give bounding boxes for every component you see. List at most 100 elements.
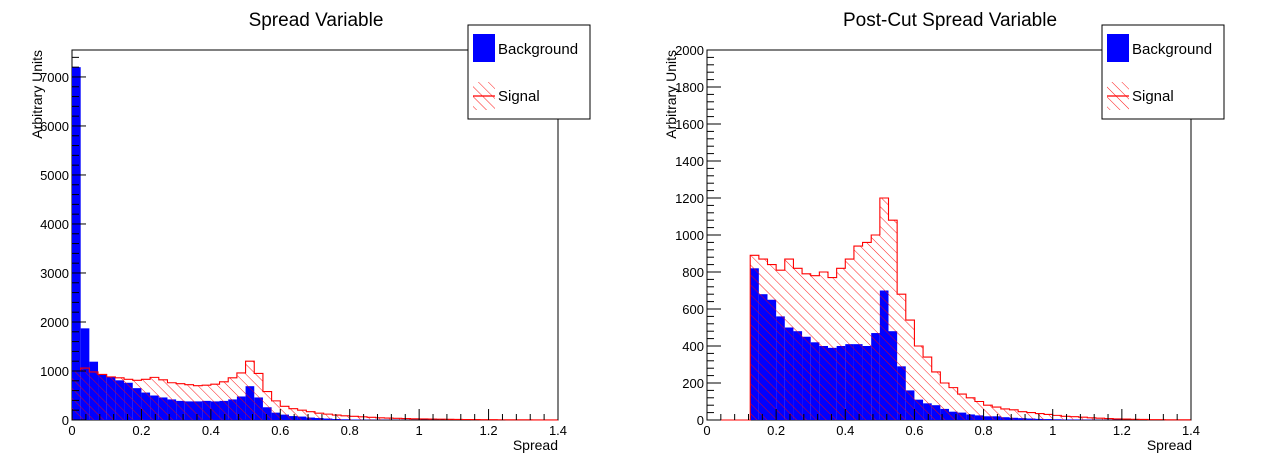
bar-signal (810, 275, 820, 420)
bar-signal (1018, 411, 1027, 420)
legend: Background Signal (1101, 24, 1225, 120)
bar-signal (323, 414, 333, 420)
bar-signal (176, 383, 185, 420)
bar-signal (923, 357, 932, 420)
bar-signal (1104, 418, 1114, 420)
x-tick-label: 1 (416, 423, 423, 438)
x-tick-label: 1 (1049, 423, 1056, 438)
bar-signal (193, 385, 203, 420)
bar-signal (767, 264, 777, 420)
bar-signal (332, 415, 342, 420)
bar-signal (836, 268, 846, 420)
bar-signal (89, 371, 99, 420)
x-axis-label: Spread (1147, 437, 1192, 453)
bar-signal (802, 273, 811, 420)
x-tick-label: 0.2 (132, 423, 150, 438)
bar-signal (983, 405, 993, 420)
legend-label-background: Background (1132, 41, 1212, 58)
y-tick-label: 6000 (40, 119, 69, 134)
bar-signal (384, 418, 394, 420)
legend-swatch-background (1107, 34, 1129, 62)
bar-signal (750, 255, 759, 420)
bar-signal (966, 397, 975, 420)
bar-signal (115, 377, 125, 420)
bar-signal (280, 406, 289, 420)
bar-signal (167, 382, 177, 420)
x-tick-label: 1.2 (1113, 423, 1131, 438)
y-tick-label: 0 (62, 413, 69, 428)
bar-signal (1061, 416, 1070, 420)
bar-signal (132, 380, 142, 420)
y-tick-label: 2000 (40, 315, 69, 330)
bar-signal (1095, 418, 1105, 420)
bar-signal (819, 272, 828, 420)
y-tick-label: 1200 (675, 191, 704, 206)
x-tick-label: 0.4 (836, 423, 854, 438)
bar-signal (1000, 408, 1010, 420)
y-tick-label: 400 (682, 339, 704, 354)
bar-signal (793, 268, 803, 420)
bar-signal (879, 198, 889, 420)
legend-label-signal: Signal (498, 88, 540, 105)
bar-signal (992, 407, 1001, 420)
bar-signal (758, 259, 768, 420)
bar-signal (393, 418, 402, 420)
y-tick-label: 4000 (40, 217, 69, 232)
bar-signal (845, 259, 854, 420)
y-tick-label: 1800 (675, 80, 704, 95)
legend-swatch-background (473, 34, 495, 62)
bar-signal (236, 372, 246, 420)
legend-label-background: Background (498, 41, 578, 58)
bar-signal (1070, 416, 1079, 420)
bar-signal (288, 408, 298, 420)
bar-signal (72, 370, 81, 420)
plot-area: 0 0.2 0.4 0.6 0.8 1 1.2 1.4 0 1000 2000 3000 4000 500… (40, 49, 567, 438)
y-tick-label: 1600 (675, 117, 704, 132)
bar-signal (202, 385, 211, 420)
signal-outline (707, 197, 1191, 421)
bar-signal (219, 381, 229, 420)
x-tick-label: 0 (703, 423, 710, 438)
x-tick-label: 0.8 (341, 423, 359, 438)
x-tick-label: 0.4 (202, 423, 220, 438)
panel-post-cut-spread-variable: Post-Cut Spread Variable 0 0.2 0.4 0.6 0.8 1 1… (663, 10, 1225, 453)
bar-signal (401, 418, 411, 420)
bar-signal (375, 417, 385, 420)
bar-signal (897, 294, 906, 420)
bar-signal (297, 410, 307, 420)
x-tick-label: 0.2 (767, 423, 785, 438)
y-tick-label: 600 (682, 302, 704, 317)
bar-signal (367, 417, 376, 420)
bar-signal (905, 320, 915, 420)
x-tick-label: 0 (68, 423, 75, 438)
bar-signal (341, 415, 350, 420)
bar-signal (1035, 413, 1045, 420)
bar-signal (271, 400, 281, 420)
bar-signal (349, 416, 359, 420)
bar-signal (262, 391, 272, 420)
y-tick-label: 800 (682, 265, 704, 280)
bar-signal (184, 384, 194, 420)
bar-signal (98, 374, 107, 420)
plot-area: 0 0.2 0.4 0.6 0.8 1 1.2 1.4 0 200 400 600 800 1000 120… (675, 43, 1200, 438)
bar-signal (871, 235, 880, 420)
bar-signal (914, 346, 924, 420)
bar-signal (158, 379, 168, 420)
bar-signal (853, 246, 863, 420)
y-tick-label: 1400 (675, 154, 704, 169)
bar-signal (358, 416, 368, 420)
bar-signal (949, 387, 958, 420)
bar-signal (974, 401, 984, 420)
bar-signal (1078, 417, 1088, 420)
bar-signal (245, 361, 255, 420)
y-tick-label: 0 (697, 413, 704, 428)
bar-signal (862, 242, 872, 420)
y-axis-label: Arbitrary Units (29, 50, 45, 139)
bar-signal (1087, 417, 1096, 420)
signal-outline (72, 360, 558, 421)
bar-signal (940, 383, 949, 420)
y-tick-label: 5000 (40, 168, 69, 183)
bar-signal (210, 384, 220, 420)
x-tick-label: 0.6 (271, 423, 289, 438)
y-tick-label: 2000 (675, 43, 704, 58)
